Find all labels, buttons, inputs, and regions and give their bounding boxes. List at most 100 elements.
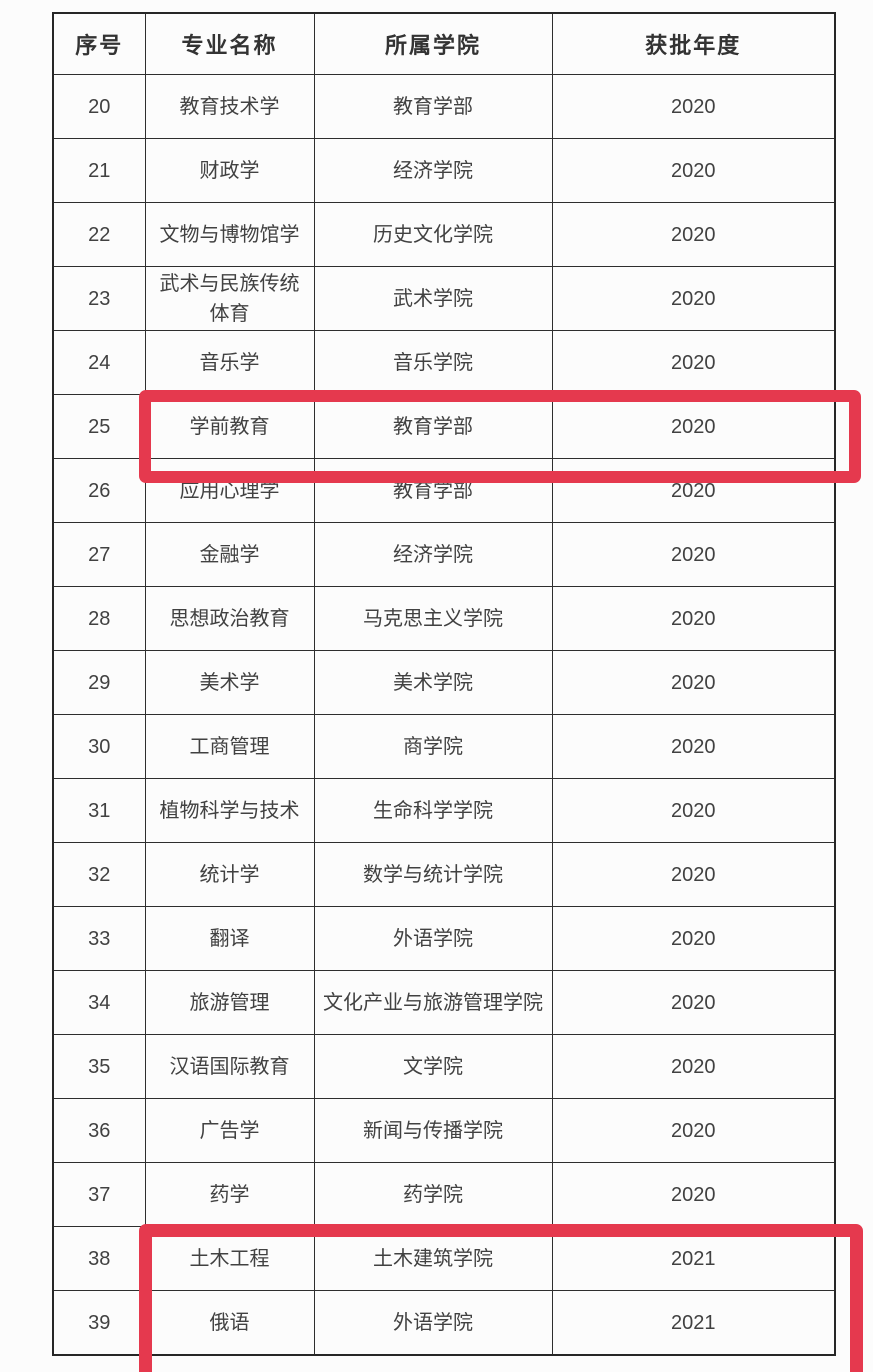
cell-college: 经济学院 bbox=[313, 138, 553, 203]
cell-no: 39 bbox=[52, 1290, 146, 1356]
table-row: 20 教育技术学 教育学部 2020 bbox=[52, 74, 836, 139]
cell-approval-year: 2020 bbox=[551, 842, 836, 907]
cell-approval-year: 2020 bbox=[551, 394, 836, 459]
cell-approval-year: 2020 bbox=[551, 586, 836, 651]
table-body: 20 教育技术学 教育学部 2020 21 财政学 经济学院 2020 22 文物与博物馆学 历史文… bbox=[52, 74, 836, 1356]
cell-college: 生命科学学院 bbox=[313, 778, 553, 843]
cell-major-name: 翻译 bbox=[144, 906, 315, 971]
cell-college: 数学与统计学院 bbox=[313, 842, 553, 907]
cell-college: 教育学部 bbox=[313, 394, 553, 459]
cell-college: 商学院 bbox=[313, 714, 553, 779]
cell-no: 38 bbox=[52, 1226, 146, 1291]
cell-college: 经济学院 bbox=[313, 522, 553, 587]
cell-no: 24 bbox=[52, 330, 146, 395]
cell-no: 34 bbox=[52, 970, 146, 1035]
cell-major-name: 教育技术学 bbox=[144, 74, 315, 139]
cell-major-name: 植物科学与技术 bbox=[144, 778, 315, 843]
cell-college: 马克思主义学院 bbox=[313, 586, 553, 651]
cell-approval-year: 2020 bbox=[551, 522, 836, 587]
cell-no: 36 bbox=[52, 1098, 146, 1163]
table-row: 26 应用心理学 教育学部 2020 bbox=[52, 458, 836, 523]
cell-college: 美术学院 bbox=[313, 650, 553, 715]
table-row: 37 药学 药学院 2020 bbox=[52, 1162, 836, 1227]
cell-approval-year: 2020 bbox=[551, 778, 836, 843]
cell-major-name: 俄语 bbox=[144, 1290, 315, 1356]
header-major-name: 专业名称 bbox=[144, 12, 315, 75]
cell-no: 33 bbox=[52, 906, 146, 971]
cell-no: 21 bbox=[52, 138, 146, 203]
cell-major-name: 音乐学 bbox=[144, 330, 315, 395]
cell-major-name: 广告学 bbox=[144, 1098, 315, 1163]
table-row: 34 旅游管理 文化产业与旅游管理学院 2020 bbox=[52, 970, 836, 1035]
cell-approval-year: 2020 bbox=[551, 650, 836, 715]
table-row: 24 音乐学 音乐学院 2020 bbox=[52, 330, 836, 395]
cell-major-name: 金融学 bbox=[144, 522, 315, 587]
cell-major-name: 工商管理 bbox=[144, 714, 315, 779]
cell-approval-year: 2020 bbox=[551, 906, 836, 971]
table-row: 35 汉语国际教育 文学院 2020 bbox=[52, 1034, 836, 1099]
cell-approval-year: 2020 bbox=[551, 138, 836, 203]
cell-college: 药学院 bbox=[313, 1162, 553, 1227]
cell-college: 新闻与传播学院 bbox=[313, 1098, 553, 1163]
table-row: 38 土木工程 土木建筑学院 2021 bbox=[52, 1226, 836, 1291]
cell-approval-year: 2020 bbox=[551, 458, 836, 523]
cell-no: 28 bbox=[52, 586, 146, 651]
cell-no: 26 bbox=[52, 458, 146, 523]
cell-approval-year: 2020 bbox=[551, 970, 836, 1035]
cell-approval-year: 2020 bbox=[551, 1034, 836, 1099]
cell-no: 20 bbox=[52, 74, 146, 139]
cell-college: 外语学院 bbox=[313, 1290, 553, 1356]
cell-approval-year: 2021 bbox=[551, 1290, 836, 1356]
table-row: 32 统计学 数学与统计学院 2020 bbox=[52, 842, 836, 907]
cell-major-name: 财政学 bbox=[144, 138, 315, 203]
cell-no: 31 bbox=[52, 778, 146, 843]
cell-college: 外语学院 bbox=[313, 906, 553, 971]
cell-no: 32 bbox=[52, 842, 146, 907]
cell-no: 23 bbox=[52, 266, 146, 331]
table-row: 23 武术与民族传统 体育 武术学院 2020 bbox=[52, 266, 836, 331]
cell-no: 30 bbox=[52, 714, 146, 779]
cell-major-name: 土木工程 bbox=[144, 1226, 315, 1291]
cell-college: 教育学部 bbox=[313, 74, 553, 139]
table-row: 39 俄语 外语学院 2021 bbox=[52, 1290, 836, 1356]
cell-major-name: 武术与民族传统 体育 bbox=[144, 266, 315, 331]
cell-major-name: 汉语国际教育 bbox=[144, 1034, 315, 1099]
cell-college: 文化产业与旅游管理学院 bbox=[313, 970, 553, 1035]
cell-major-name: 思想政治教育 bbox=[144, 586, 315, 651]
table-row: 25 学前教育 教育学部 2020 bbox=[52, 394, 836, 459]
header-approval-year: 获批年度 bbox=[551, 12, 836, 75]
cell-approval-year: 2020 bbox=[551, 266, 836, 331]
table-row: 21 财政学 经济学院 2020 bbox=[52, 138, 836, 203]
cell-major-name: 文物与博物馆学 bbox=[144, 202, 315, 267]
cell-major-name: 旅游管理 bbox=[144, 970, 315, 1035]
cell-major-name: 学前教育 bbox=[144, 394, 315, 459]
cell-no: 37 bbox=[52, 1162, 146, 1227]
header-college: 所属学院 bbox=[313, 12, 553, 75]
table-row: 29 美术学 美术学院 2020 bbox=[52, 650, 836, 715]
approved-majors-table: 序号 专业名称 所属学院 获批年度 20 教育技术学 教育学部 2020 21 财政学 经济… bbox=[52, 12, 836, 1356]
table-header-row: 序号 专业名称 所属学院 获批年度 bbox=[52, 12, 836, 75]
table-row: 30 工商管理 商学院 2020 bbox=[52, 714, 836, 779]
table-row: 27 金融学 经济学院 2020 bbox=[52, 522, 836, 587]
cell-college: 历史文化学院 bbox=[313, 202, 553, 267]
table-row: 33 翻译 外语学院 2020 bbox=[52, 906, 836, 971]
cell-college: 音乐学院 bbox=[313, 330, 553, 395]
table-row: 36 广告学 新闻与传播学院 2020 bbox=[52, 1098, 836, 1163]
cell-approval-year: 2021 bbox=[551, 1226, 836, 1291]
cell-no: 35 bbox=[52, 1034, 146, 1099]
cell-major-name: 应用心理学 bbox=[144, 458, 315, 523]
cell-no: 27 bbox=[52, 522, 146, 587]
cell-no: 29 bbox=[52, 650, 146, 715]
cell-college: 武术学院 bbox=[313, 266, 553, 331]
cell-major-name: 药学 bbox=[144, 1162, 315, 1227]
cell-college: 文学院 bbox=[313, 1034, 553, 1099]
cell-major-name: 美术学 bbox=[144, 650, 315, 715]
cell-college: 教育学部 bbox=[313, 458, 553, 523]
cell-no: 25 bbox=[52, 394, 146, 459]
table-row: 22 文物与博物馆学 历史文化学院 2020 bbox=[52, 202, 836, 267]
table-row: 28 思想政治教育 马克思主义学院 2020 bbox=[52, 586, 836, 651]
cell-college: 土木建筑学院 bbox=[313, 1226, 553, 1291]
cell-major-name: 统计学 bbox=[144, 842, 315, 907]
cell-approval-year: 2020 bbox=[551, 202, 836, 267]
